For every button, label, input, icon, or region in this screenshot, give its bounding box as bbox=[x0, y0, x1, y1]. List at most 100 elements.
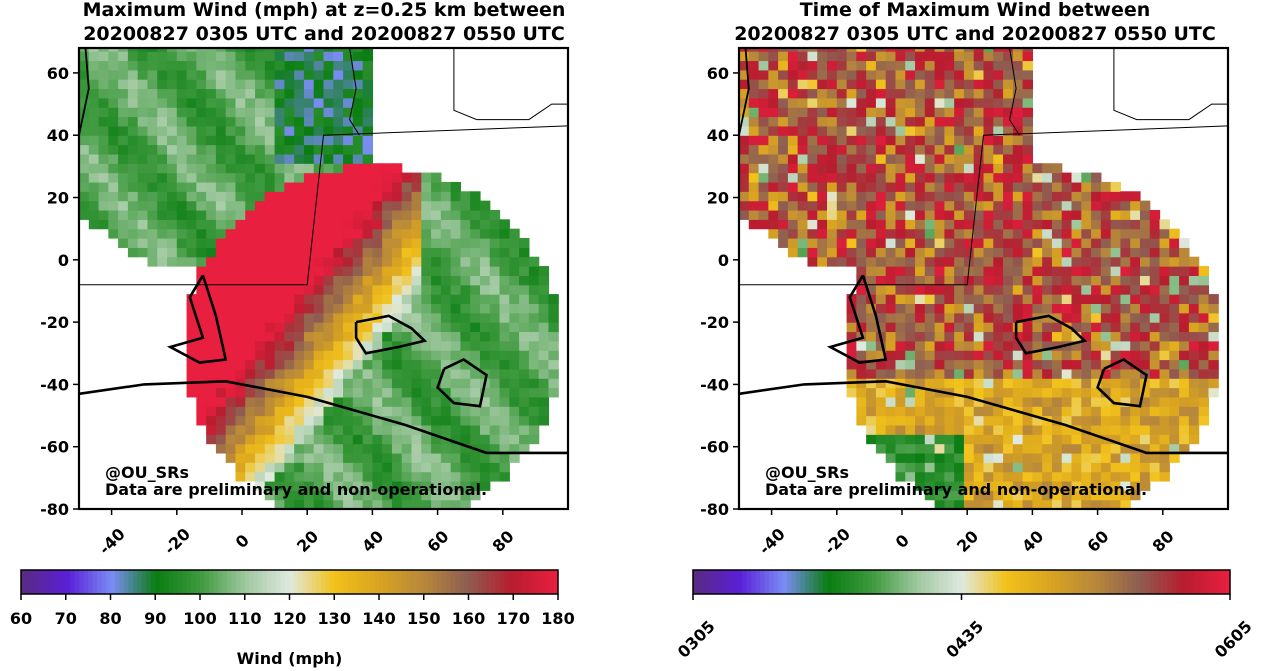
field-cell bbox=[787, 107, 799, 118]
field-cell bbox=[147, 181, 158, 192]
field-cell bbox=[934, 350, 945, 361]
field-cell bbox=[1139, 387, 1151, 398]
field-cell bbox=[875, 116, 887, 127]
field-cell bbox=[440, 181, 452, 192]
field-cell bbox=[1100, 256, 1112, 267]
field-cell bbox=[954, 51, 965, 62]
field-cell bbox=[797, 172, 809, 183]
field-cell bbox=[519, 434, 530, 445]
x-tick-label: 20 bbox=[953, 527, 982, 556]
colorbar-segment bbox=[1104, 570, 1110, 594]
field-cell bbox=[1042, 247, 1053, 258]
field-cell bbox=[264, 368, 276, 379]
field-cell bbox=[993, 107, 1004, 118]
field-cell bbox=[333, 200, 344, 211]
field-cell bbox=[450, 181, 462, 192]
x-tick-label: 80 bbox=[489, 527, 518, 556]
field-cell bbox=[1003, 200, 1014, 211]
field-cell bbox=[343, 284, 354, 295]
field-cell bbox=[856, 125, 867, 136]
field-cell bbox=[1130, 256, 1141, 267]
field-cell bbox=[450, 275, 462, 286]
field-cell bbox=[905, 378, 916, 389]
field-cell bbox=[303, 294, 315, 305]
field-cell bbox=[431, 350, 442, 361]
colorbar-segment bbox=[92, 570, 98, 594]
field-cell bbox=[118, 51, 129, 62]
field-cell bbox=[362, 490, 373, 501]
field-cell bbox=[934, 322, 945, 333]
field-cell bbox=[983, 490, 994, 501]
field-cell bbox=[313, 209, 325, 220]
field-cell bbox=[391, 452, 403, 463]
field-cell bbox=[79, 97, 90, 108]
field-cell bbox=[528, 359, 540, 370]
field-cell bbox=[206, 51, 217, 62]
field-cell bbox=[954, 135, 965, 146]
field-cell bbox=[519, 238, 530, 248]
field-cell bbox=[323, 125, 334, 136]
field-cell bbox=[895, 48, 906, 52]
field-cell bbox=[1139, 350, 1151, 361]
field-cell bbox=[1022, 191, 1033, 202]
field-cell bbox=[284, 172, 295, 183]
field-cell bbox=[1003, 359, 1014, 370]
x-tick-label: -40 bbox=[95, 524, 129, 558]
field-cell bbox=[993, 172, 1004, 183]
field-cell bbox=[1061, 406, 1073, 417]
field-cell bbox=[313, 51, 325, 62]
y-tick-label: -60 bbox=[40, 438, 69, 457]
field-cell bbox=[924, 406, 936, 417]
field-cell bbox=[875, 238, 887, 248]
field-cell bbox=[739, 60, 750, 71]
field-cell bbox=[924, 181, 936, 192]
field-cell bbox=[797, 88, 809, 99]
field-cell bbox=[235, 471, 246, 482]
colorbar-segment bbox=[751, 570, 757, 594]
field-cell bbox=[303, 415, 315, 426]
field-cell bbox=[827, 135, 838, 146]
field-cell bbox=[528, 368, 540, 379]
y-tick-label: 40 bbox=[47, 126, 69, 145]
field-cell bbox=[934, 284, 945, 295]
field-cell bbox=[303, 499, 315, 509]
field-cell bbox=[885, 60, 897, 71]
field-cell bbox=[499, 471, 510, 482]
field-cell bbox=[817, 238, 828, 248]
field-cell bbox=[1091, 294, 1102, 305]
field-cell bbox=[245, 107, 256, 118]
field-cell bbox=[382, 434, 393, 445]
field-cell bbox=[875, 69, 887, 80]
field-cell bbox=[274, 303, 285, 314]
field-cell bbox=[1149, 415, 1161, 426]
field-cell bbox=[1012, 471, 1024, 482]
field-cell bbox=[1149, 424, 1161, 435]
field-cell bbox=[1139, 303, 1151, 314]
field-cell bbox=[225, 191, 237, 202]
field-cell bbox=[827, 125, 838, 136]
field-cell bbox=[372, 452, 383, 463]
field-cell bbox=[1032, 247, 1043, 258]
field-cell bbox=[303, 303, 315, 314]
field-cell bbox=[1110, 247, 1122, 258]
field-cell bbox=[993, 125, 1004, 136]
field-cell bbox=[856, 191, 867, 202]
field-cell bbox=[1042, 331, 1053, 342]
field-cell bbox=[303, 424, 315, 435]
field-cell bbox=[352, 331, 364, 342]
field-cell bbox=[343, 125, 354, 136]
field-cell bbox=[235, 79, 246, 90]
field-cell bbox=[866, 396, 877, 407]
field-cell bbox=[538, 359, 550, 370]
field-cell bbox=[343, 490, 354, 501]
field-cell bbox=[885, 312, 897, 323]
field-cell bbox=[993, 48, 1004, 52]
field-cell bbox=[206, 238, 217, 248]
field-cell bbox=[827, 144, 838, 155]
field-cell bbox=[509, 294, 520, 305]
field-cell bbox=[1159, 312, 1170, 323]
field-cell bbox=[352, 153, 364, 164]
field-cell bbox=[274, 153, 285, 164]
field-cell bbox=[983, 125, 994, 136]
field-cell bbox=[866, 359, 877, 370]
